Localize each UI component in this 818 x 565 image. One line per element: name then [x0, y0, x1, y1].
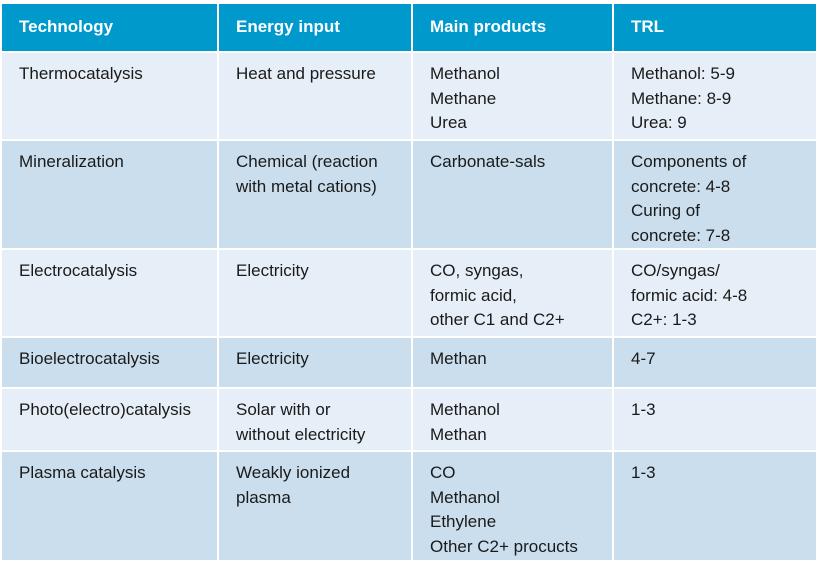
cell-text-line: CO, syngas,: [430, 261, 524, 280]
main-products-cell: CO Methanol Ethylene Other C2+ procucts: [413, 452, 612, 560]
main-products-cell: Methanol Methane Urea: [413, 53, 612, 139]
cell-text-line: Chemical (reaction: [236, 152, 378, 171]
main-products-cell: CO, syngas, formic acid, other C1 and C2+: [413, 250, 612, 336]
energy-input-cell: Heat and pressure: [219, 53, 411, 139]
header-trl: TRL: [614, 4, 816, 51]
cell-text-line: other C1 and C2+: [430, 310, 565, 329]
cell-text-line: Methane: [430, 88, 497, 108]
technology-cell: Photo(electro)catalysis: [2, 389, 217, 450]
energy-input-cell: Solar with or without electricity: [219, 389, 411, 450]
trl-cell: 1-3: [614, 389, 816, 450]
cell-text-line: Ethylene: [430, 512, 497, 531]
cell-text-line: 1-3: [631, 463, 656, 482]
trl-cell: CO/syngas/formic acid: 4-8 C2+: 1-3: [614, 250, 816, 336]
trl-cell: 1-3: [614, 452, 816, 560]
cell-text-line: Components of: [631, 152, 747, 171]
cell-text-line: Solar with or: [236, 400, 331, 419]
table-row: Mineralization Chemical (reaction with met…: [2, 141, 816, 248]
cell-text-line: 1-3: [631, 400, 656, 419]
cell-text-line: concrete: 4-8: [631, 176, 731, 196]
cell-text-line: Methan: [430, 349, 487, 368]
cell-text-line: plasma: [236, 487, 291, 507]
table-row: Bioelectrocatalysis Electricity Methan 4-7: [2, 338, 816, 387]
cell-text-line: Other C2+ procucts: [430, 536, 578, 556]
cell-text-line: Methane: 8-9: [631, 88, 732, 108]
cell-text-line: Photo(electro)catalysis: [19, 400, 191, 419]
trl-cell: Methanol: 5-9 Methane: 8-9 Urea: 9: [614, 53, 816, 139]
cell-text-line: 4-7: [631, 349, 656, 368]
main-products-cell: Methanol Methan: [413, 389, 612, 450]
trl-cell: Components of concrete: 4-8 Curing of concr…: [614, 141, 816, 248]
cell-text-line: Methan: [430, 424, 487, 444]
table-row: Electrocatalysis Electricity CO, syngas, fo…: [2, 250, 816, 336]
cell-text-line: Urea: [430, 113, 467, 132]
cell-text-line: CO: [430, 463, 456, 482]
technology-cell: Electrocatalysis: [2, 250, 217, 336]
cell-text-line: C2+: 1-3: [631, 310, 697, 329]
cell-text-line: Plasma catalysis: [19, 463, 146, 482]
cell-text-line: Methanol: [430, 64, 500, 83]
cell-text-line: Urea: 9: [631, 113, 687, 132]
table-row: Thermocatalysis Heat and pressure Methanol…: [2, 53, 816, 139]
trl-cell: 4-7: [614, 338, 816, 387]
cell-text-line: formic acid: 4-8: [631, 285, 748, 305]
cell-text-line: Methanol: [430, 400, 500, 419]
cell-text-line: without electricity: [236, 424, 366, 444]
technology-cell: Mineralization: [2, 141, 217, 248]
cell-text-line: Thermocatalysis: [19, 64, 143, 83]
cell-text-line: Methanol: 5-9: [631, 64, 735, 83]
technology-cell: Plasma catalysis: [2, 452, 217, 560]
table-row: Plasma catalysis Weakly ionized plasma CO Me…: [2, 452, 816, 560]
cell-text-line: Methanol: [430, 487, 500, 507]
header-energy-input: Energy input: [219, 4, 411, 51]
cell-text-line: formic acid,: [430, 285, 517, 305]
header-technology: Technology: [2, 4, 217, 51]
cell-text-line: with metal cations): [236, 176, 377, 196]
cell-text-line: Electrocatalysis: [19, 261, 138, 280]
table-row: Photo(electro)catalysis Solar with or with…: [2, 389, 816, 450]
header-row: Technology Energy input Main products TR…: [2, 4, 816, 51]
cell-text-line: Heat and pressure: [236, 64, 376, 83]
energy-input-cell: Chemical (reaction with metal cations): [219, 141, 411, 248]
cell-text-line: Electricity: [236, 349, 309, 368]
technology-cell: Thermocatalysis: [2, 53, 217, 139]
energy-input-cell: Weakly ionized plasma: [219, 452, 411, 560]
cell-text-line: Mineralization: [19, 152, 124, 171]
cell-text-line: Bioelectrocatalysis: [19, 349, 160, 368]
cell-text-line: Weakly ionized: [236, 463, 351, 482]
cell-text-line: Carbonate-sals: [430, 152, 546, 171]
cell-text-line: concrete: 7-8: [631, 225, 731, 245]
technology-cell: Bioelectrocatalysis: [2, 338, 217, 387]
energy-input-cell: Electricity: [219, 338, 411, 387]
header-main-products: Main products: [413, 4, 612, 51]
main-products-cell: Carbonate-sals: [413, 141, 612, 248]
cell-text-line: CO/syngas/: [631, 261, 720, 280]
cell-text-line: Curing of: [631, 201, 700, 220]
energy-input-cell: Electricity: [219, 250, 411, 336]
cell-text-line: Electricity: [236, 261, 309, 280]
main-products-cell: Methan: [413, 338, 612, 387]
